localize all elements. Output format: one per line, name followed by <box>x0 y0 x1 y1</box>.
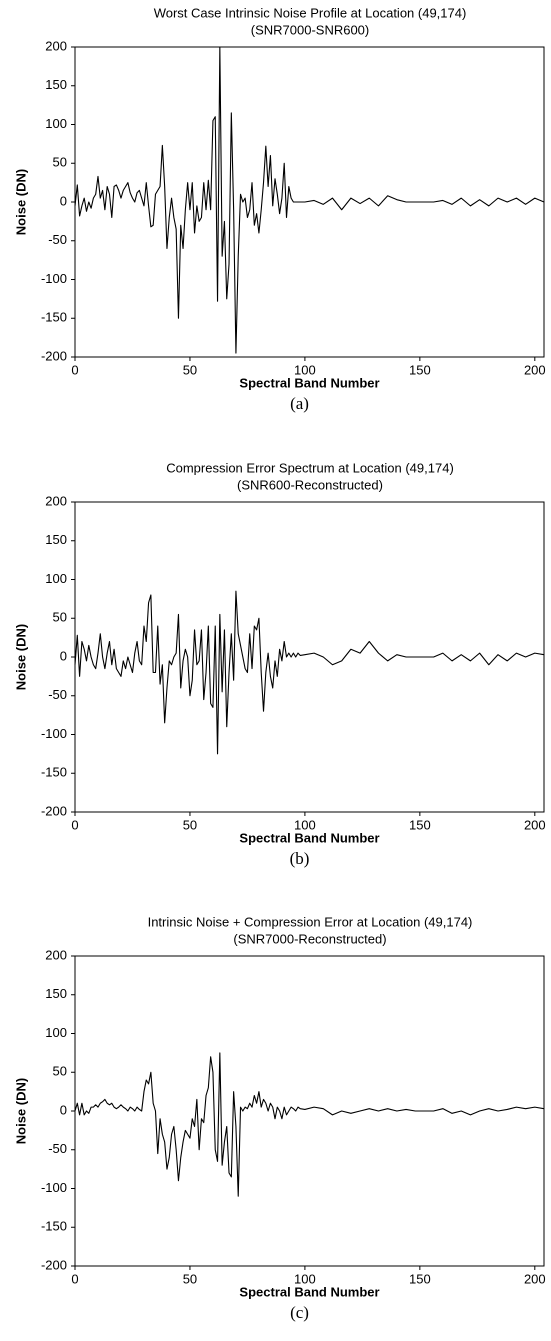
x-tick-label: 0 <box>71 362 78 377</box>
y-tick-label: 0 <box>60 193 67 208</box>
x-tick-label: 150 <box>409 817 431 832</box>
chart-subtitle: (SNR600-Reconstructed) <box>237 477 383 492</box>
y-tick-label: -200 <box>41 348 67 363</box>
x-tick-label: 150 <box>409 1271 431 1286</box>
y-tick-label: 100 <box>45 116 67 131</box>
y-tick-label: -200 <box>41 1257 67 1272</box>
y-tick-label: -100 <box>41 271 67 286</box>
y-tick-label: -150 <box>41 310 67 325</box>
x-tick-label: 100 <box>294 1271 316 1286</box>
plot-frame <box>74 955 545 1267</box>
y-tick-label: -150 <box>41 765 67 780</box>
x-tick-label: 200 <box>524 1271 546 1286</box>
y-tick-label: -100 <box>41 726 67 741</box>
y-tick-label: 100 <box>45 1025 67 1040</box>
x-tick-label: 100 <box>294 817 316 832</box>
y-tick-label: 200 <box>45 38 67 53</box>
data-line <box>74 46 545 354</box>
chart-subtitle: (SNR7000-SNR600) <box>251 22 370 37</box>
plot-frame <box>74 501 545 813</box>
chart-title: Compression Error Spectrum at Location (… <box>166 460 454 475</box>
y-tick-label: -200 <box>41 803 67 818</box>
y-tick-label: -150 <box>41 1219 67 1234</box>
y-tick-label: 200 <box>45 947 67 962</box>
chart-title: Intrinsic Noise + Compression Error at L… <box>148 914 473 929</box>
x-axis-label: Spectral Band Number <box>239 375 379 390</box>
y-tick-label: 0 <box>60 648 67 663</box>
y-tick-label: -50 <box>48 1141 67 1156</box>
data-line <box>74 1052 545 1197</box>
x-tick-label: 50 <box>183 1271 197 1286</box>
x-tick-label: 50 <box>183 362 197 377</box>
data-line <box>74 590 545 755</box>
y-tick-label: -100 <box>41 1180 67 1195</box>
y-tick-label: 50 <box>53 1064 67 1079</box>
x-tick-label: 0 <box>71 817 78 832</box>
x-axis-label: Spectral Band Number <box>239 830 379 845</box>
y-tick-label: 150 <box>45 986 67 1001</box>
y-tick-label: 150 <box>45 77 67 92</box>
chart-title: Worst Case Intrinsic Noise Profile at Lo… <box>154 5 467 20</box>
y-tick-label: -50 <box>48 232 67 247</box>
x-tick-label: 200 <box>524 817 546 832</box>
caption: (b) <box>290 849 310 868</box>
y-axis-label: Noise (DN) <box>13 169 28 235</box>
y-tick-label: -50 <box>48 687 67 702</box>
x-tick-label: 200 <box>524 362 546 377</box>
y-tick-label: 50 <box>53 610 67 625</box>
y-tick-label: 200 <box>45 493 67 508</box>
x-tick-label: 100 <box>294 362 316 377</box>
y-axis-label: Noise (DN) <box>13 1078 28 1144</box>
x-tick-label: 0 <box>71 1271 78 1286</box>
chart-subtitle: (SNR7000-Reconstructed) <box>233 931 386 946</box>
x-tick-label: 50 <box>183 817 197 832</box>
caption: (c) <box>290 1303 309 1322</box>
y-tick-label: 50 <box>53 155 67 170</box>
x-tick-label: 150 <box>409 362 431 377</box>
plot-frame <box>74 46 545 358</box>
y-tick-label: 100 <box>45 571 67 586</box>
y-tick-label: 150 <box>45 532 67 547</box>
x-axis-label: Spectral Band Number <box>239 1284 379 1299</box>
y-tick-label: 0 <box>60 1102 67 1117</box>
y-axis-label: Noise (DN) <box>13 624 28 690</box>
caption: (a) <box>290 394 309 413</box>
